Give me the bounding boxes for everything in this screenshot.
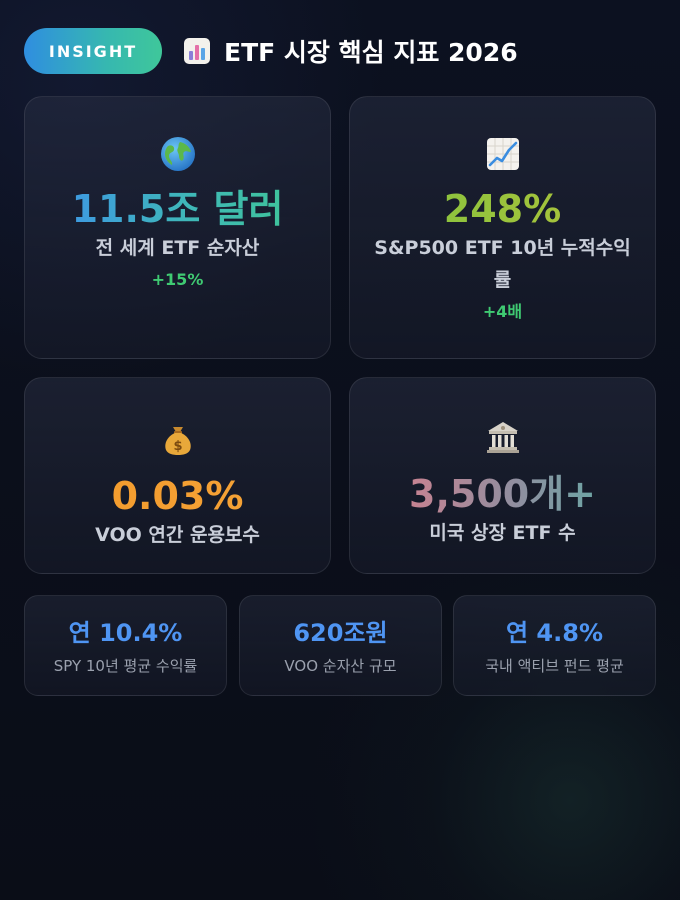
stat-value: 11.5조 달러 <box>25 186 330 232</box>
stat-label: 전 세계 ETF 순자산 <box>95 237 260 259</box>
mini-stat-label: SPY 10년 평균 수익률 <box>53 657 198 675</box>
title-wrap: ETF 시장 핵심 지표 2026 <box>184 33 518 69</box>
money-bag-icon: $ <box>164 427 191 455</box>
mini-stat-value: 620조원 <box>293 619 388 647</box>
stat-card-voo-expense-ratio: $ 0.03% VOO 연간 운용보수 <box>24 377 331 574</box>
stat-change: +15% <box>151 270 204 289</box>
stat-card-global-etf-assets: 11.5조 달러 전 세계 ETF 순자산 +15% <box>24 96 331 359</box>
stat-label: S&P500 ETF 10년 누적수익률 <box>374 237 631 291</box>
mini-stat-label: 국내 액티브 펀드 평균 <box>485 657 624 675</box>
stat-value: 0.03% <box>25 473 330 519</box>
bar-chart-icon <box>184 38 210 64</box>
chart-up-icon <box>486 138 519 170</box>
insight-badge: INSIGHT <box>24 28 162 74</box>
stat-value: 3,500개+ <box>350 471 655 517</box>
mini-stat-value: 연 4.8% <box>506 619 603 647</box>
bank-icon <box>486 422 519 453</box>
page-title: ETF 시장 핵심 지표 2026 <box>224 38 518 67</box>
header: INSIGHT ETF 시장 핵심 지표 2026 <box>24 28 656 74</box>
mini-stat-voo-aum: 620조원 VOO 순자산 규모 <box>239 595 442 696</box>
mini-stat-active-fund-avg: 연 4.8% 국내 액티브 펀드 평균 <box>453 595 656 696</box>
stat-change: +4배 <box>482 302 523 321</box>
stat-value: 248% <box>350 186 655 232</box>
stat-label: VOO 연간 운용보수 <box>95 524 260 546</box>
svg-text:$: $ <box>173 439 182 454</box>
mini-stat-label: VOO 순자산 규모 <box>284 657 397 675</box>
stat-label: 미국 상장 ETF 수 <box>429 522 576 544</box>
stat-card-sp500-return: 248% S&P500 ETF 10년 누적수익률 +4배 <box>349 96 656 359</box>
mini-stat-value: 연 10.4% <box>68 619 183 647</box>
mini-stat-spy-return: 연 10.4% SPY 10년 평균 수익률 <box>24 595 227 696</box>
stat-card-us-listed-etfs: 3,500개+ 미국 상장 ETF 수 <box>349 377 656 574</box>
globe-icon <box>160 137 195 171</box>
